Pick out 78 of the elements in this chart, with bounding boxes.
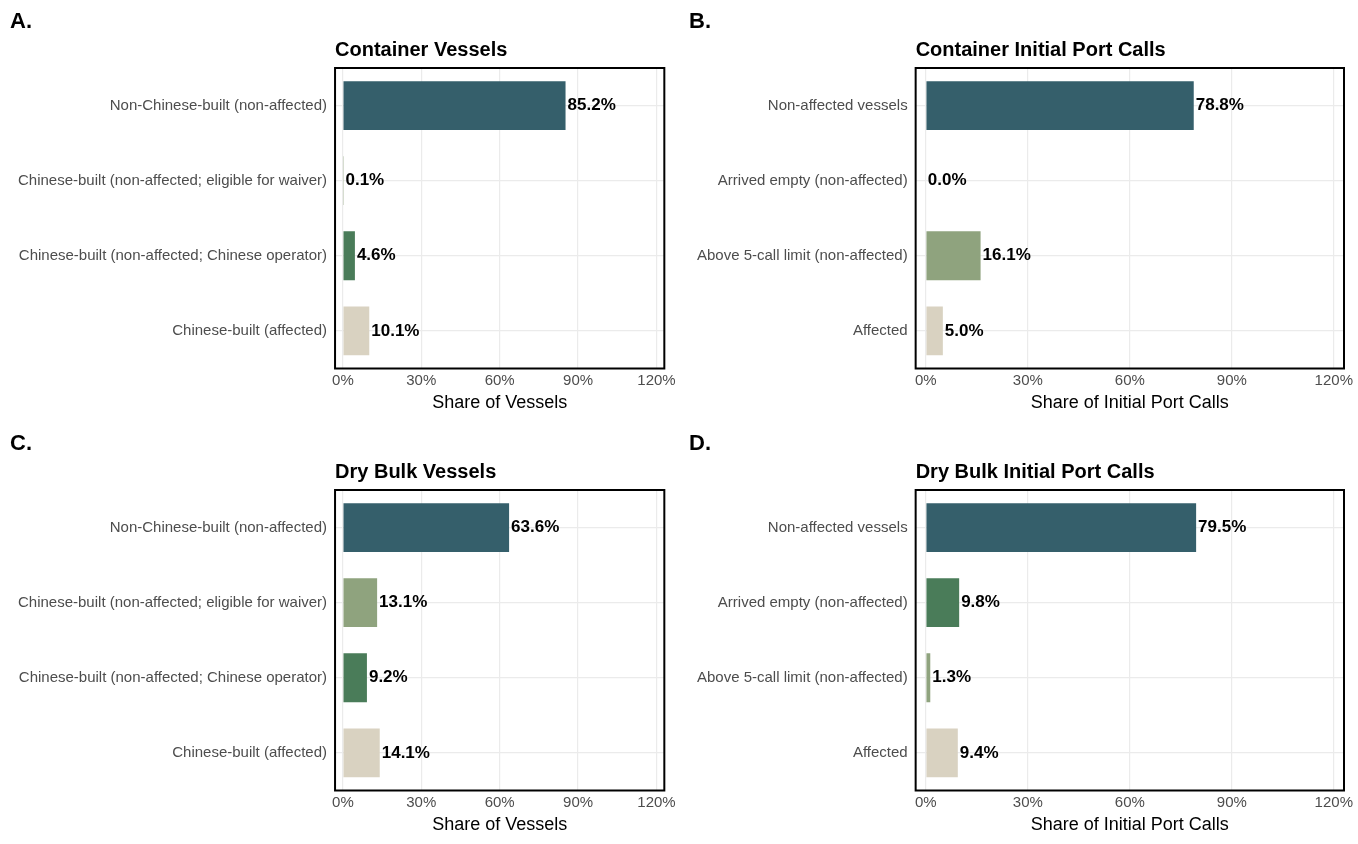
x-tick-label: 90% — [1216, 370, 1247, 388]
bar — [343, 728, 380, 778]
data-label: 78.8% — [1195, 95, 1244, 115]
y-tick-label: Non-Chinese-built (non-affected) — [109, 517, 328, 535]
data-label: 4.6% — [356, 245, 396, 265]
data-label: 1.3% — [932, 667, 972, 687]
y-tick-label: Affected — [852, 320, 908, 338]
y-tick-label: Non-affected vessels — [767, 517, 908, 535]
bar — [343, 231, 355, 281]
bar — [343, 503, 510, 552]
data-label: 16.1% — [982, 245, 1031, 265]
data-label: 0.1% — [345, 170, 385, 190]
chart-title: Dry Bulk Initial Port Calls — [915, 459, 1155, 482]
text: B. — [689, 8, 711, 34]
bar — [926, 81, 1194, 130]
x-axis-title: Share of Vessels — [432, 392, 568, 413]
data-label: 9.2% — [368, 667, 408, 687]
x-tick-label: 60% — [484, 370, 515, 388]
data-label: 9.8% — [961, 592, 1000, 612]
x-tick-label: 120% — [1314, 792, 1353, 810]
x-tick-label: 90% — [563, 792, 594, 810]
x-tick-label: 0% — [332, 370, 354, 388]
y-tick-label: Chinese-built (non-affected; eligible for waiver) — [18, 592, 328, 610]
y-tick-label: Chinese-built (affected) — [172, 742, 328, 760]
x-tick-label: 0% — [915, 370, 937, 388]
x-tick-label: 120% — [637, 792, 676, 810]
x-tick-label: 0% — [915, 792, 937, 810]
y-tick-label: Chinese-built (non-affected; Chinese operator) — [18, 245, 328, 263]
data-label: 63.6% — [511, 517, 560, 537]
bar — [343, 306, 370, 356]
bar — [926, 231, 981, 281]
x-tick-label: 120% — [1314, 370, 1353, 388]
bar — [926, 578, 960, 628]
x-tick-label: 60% — [1114, 370, 1145, 388]
data-label: 10.1% — [371, 320, 420, 340]
y-tick-label: Arrived empty (non-affected) — [717, 170, 908, 188]
y-tick-label: Non-Chinese-built (non-affected) — [109, 95, 328, 113]
chart-title: Container Vessels — [335, 37, 508, 60]
x-tick-label: 90% — [563, 370, 594, 388]
bar — [926, 503, 1197, 552]
text: D. — [689, 430, 711, 456]
data-label: 14.1% — [381, 742, 430, 762]
x-axis-title: Share of Vessels — [432, 814, 568, 835]
data-label: 5.0% — [944, 320, 984, 340]
data-label: 85.2% — [567, 95, 616, 115]
chart-title: Container Initial Port Calls — [915, 37, 1166, 60]
bar — [926, 306, 943, 356]
data-label: 9.4% — [959, 742, 999, 762]
x-tick-label: 60% — [484, 792, 515, 810]
x-tick-label: 30% — [1012, 370, 1043, 388]
bar — [926, 653, 931, 703]
text: C. — [10, 430, 32, 456]
bar — [343, 578, 378, 628]
x-tick-label: 60% — [1114, 792, 1145, 810]
x-tick-label: 30% — [1012, 792, 1043, 810]
y-tick-label: Chinese-built (non-affected; Chinese operator) — [18, 667, 328, 685]
y-tick-label: Affected — [852, 742, 908, 760]
bar — [343, 653, 367, 703]
bar — [926, 728, 958, 778]
text: A. — [10, 8, 32, 34]
x-tick-label: 30% — [406, 370, 437, 388]
y-tick-label: Above 5-call limit (non-affected) — [697, 667, 908, 685]
bar — [343, 81, 566, 130]
x-axis-title: Share of Initial Port Calls — [1030, 814, 1229, 835]
data-label: 13.1% — [379, 592, 428, 612]
data-label: 0.0% — [927, 170, 967, 190]
x-axis-title: Share of Initial Port Calls — [1030, 392, 1229, 413]
x-tick-label: 120% — [637, 370, 676, 388]
y-tick-label: Arrived empty (non-affected) — [717, 592, 908, 610]
chart-title: Dry Bulk Vessels — [335, 459, 497, 482]
y-tick-label: Above 5-call limit (non-affected) — [697, 245, 908, 263]
y-tick-label: Non-affected vessels — [767, 95, 908, 113]
x-tick-label: 0% — [332, 792, 354, 810]
data-label: 79.5% — [1198, 517, 1247, 537]
x-tick-label: 30% — [406, 792, 437, 810]
y-tick-label: Chinese-built (affected) — [172, 320, 328, 338]
x-tick-label: 90% — [1216, 792, 1247, 810]
y-tick-label: Chinese-built (non-affected; eligible for waiver) — [18, 170, 328, 188]
